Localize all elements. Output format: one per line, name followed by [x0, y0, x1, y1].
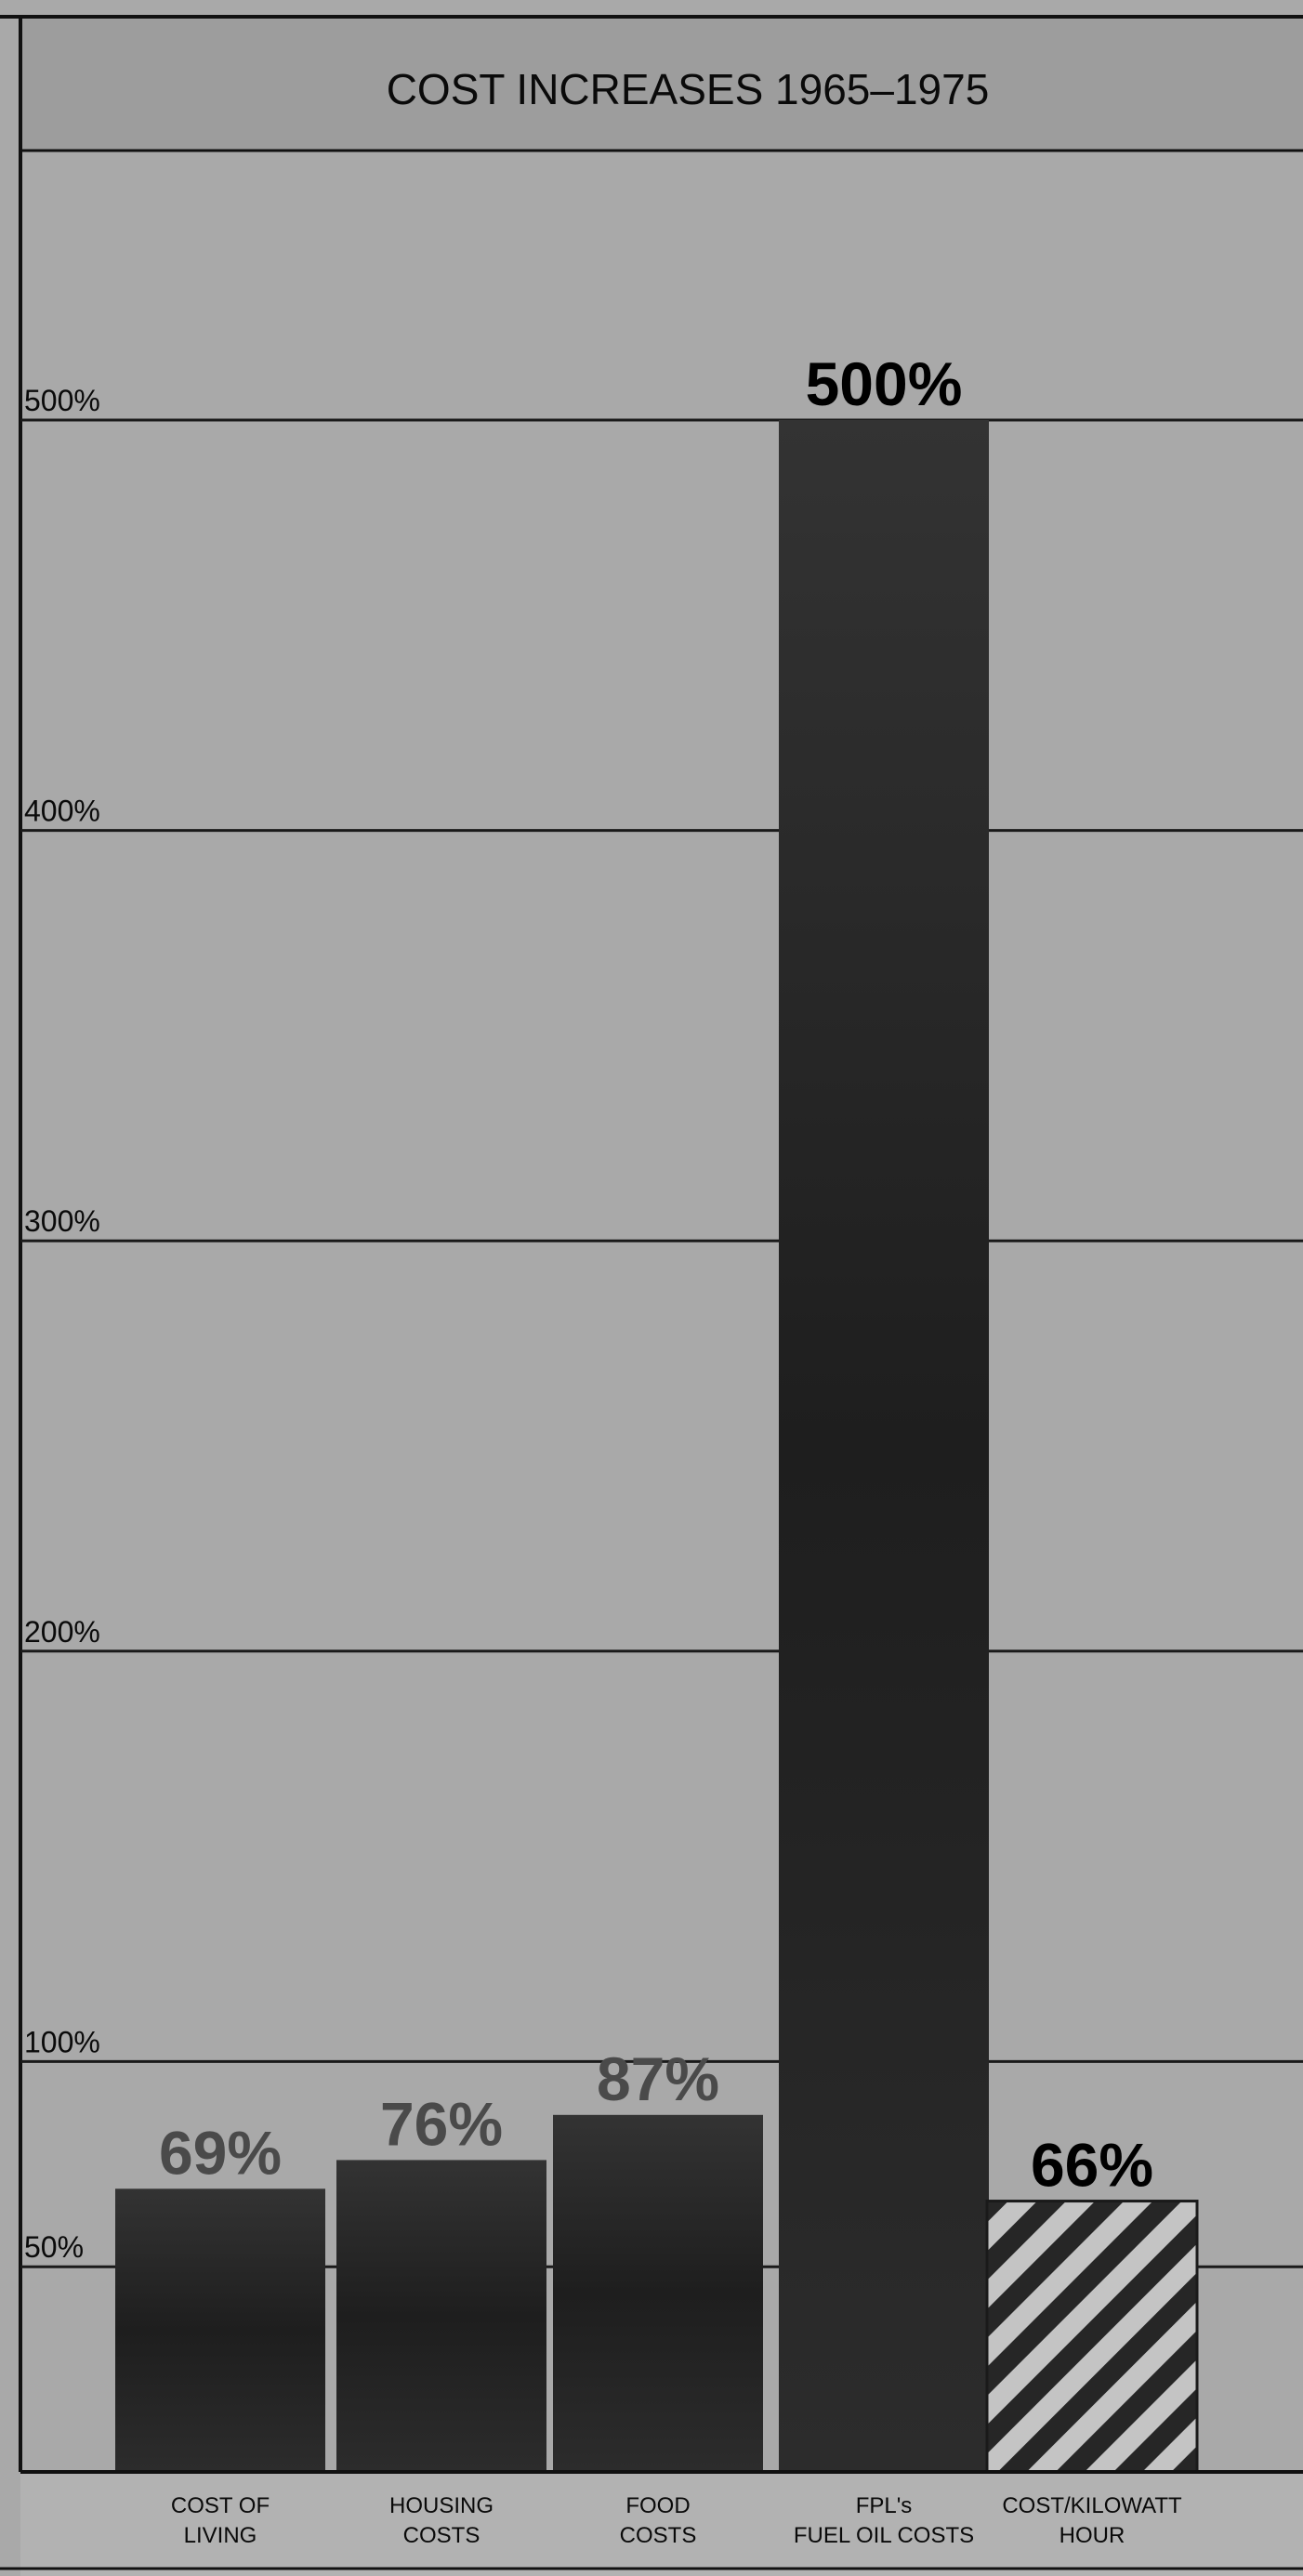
category-labels: COST OF LIVING HOUSING COSTS FOOD COSTS FPL's F… [171, 2493, 1182, 2548]
bar [115, 2188, 325, 2472]
category-label: HOUR [1060, 2523, 1125, 2548]
y-tick-label: 500% [24, 384, 100, 417]
y-tick-label: 100% [24, 2025, 100, 2058]
value-label: 69% [159, 2118, 282, 2187]
value-label: 66% [1031, 2131, 1153, 2200]
category-label: COST OF [171, 2493, 270, 2518]
value-label: 76% [380, 2089, 503, 2158]
category-label: FOOD [625, 2493, 690, 2518]
bar [553, 2114, 763, 2472]
bar [985, 2200, 1199, 2474]
chart-title: COST INCREASES 1965–1975 [387, 65, 990, 113]
category-band [20, 2472, 1303, 2576]
y-tick-label: 400% [24, 795, 100, 828]
category-label: HOUSING [389, 2493, 494, 2518]
y-tick-label: 200% [24, 1615, 100, 1649]
title-band [20, 17, 1303, 151]
y-tick-label: 300% [24, 1204, 100, 1238]
bar [336, 2160, 546, 2472]
category-label: FPL's [856, 2493, 913, 2518]
category-label: COST/KILOWATT [1002, 2493, 1182, 2518]
category-label: COSTS [620, 2523, 697, 2548]
y-tick-label: 50% [24, 2230, 84, 2264]
category-label: COSTS [403, 2523, 480, 2548]
bars [115, 420, 1199, 2474]
y-tick-labels: 50% 100% 200% 300% 400% 500% [24, 384, 100, 2264]
value-label: 500% [806, 349, 963, 418]
bar [779, 420, 989, 2472]
value-label: 87% [597, 2044, 719, 2113]
category-label: FUEL OIL COSTS [794, 2523, 974, 2548]
value-labels: 69% 76% 87% 500% 66% [159, 349, 1153, 2200]
category-label: LIVING [184, 2523, 257, 2548]
